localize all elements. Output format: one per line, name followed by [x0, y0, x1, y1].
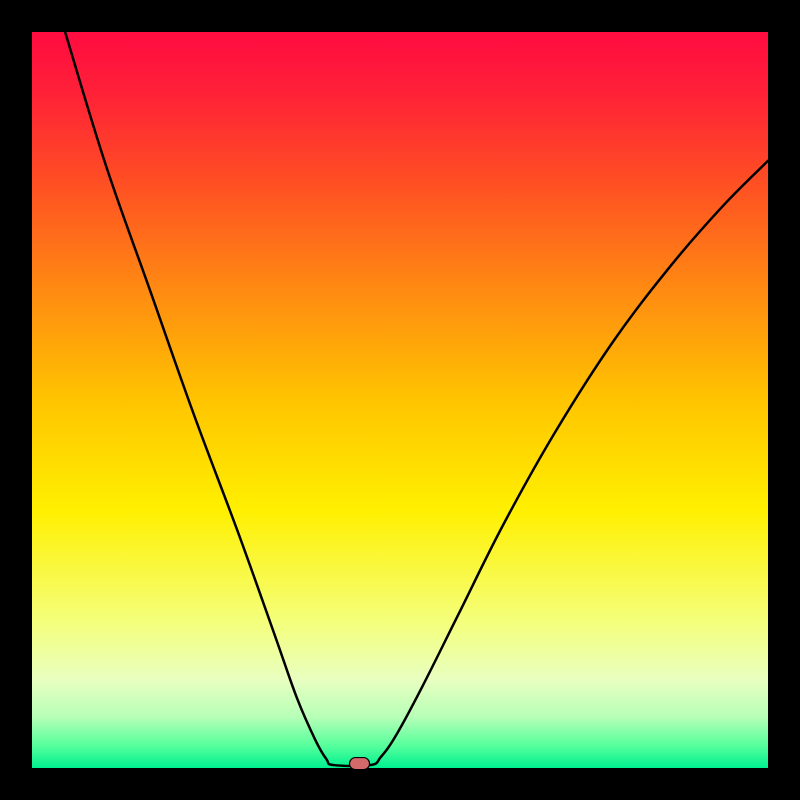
chart-frame	[0, 0, 800, 800]
optimal-marker	[350, 758, 370, 770]
watermark-text: TheBottleneck.com	[556, 6, 777, 34]
bottleneck-chart	[0, 0, 800, 800]
plot-area	[32, 32, 768, 768]
